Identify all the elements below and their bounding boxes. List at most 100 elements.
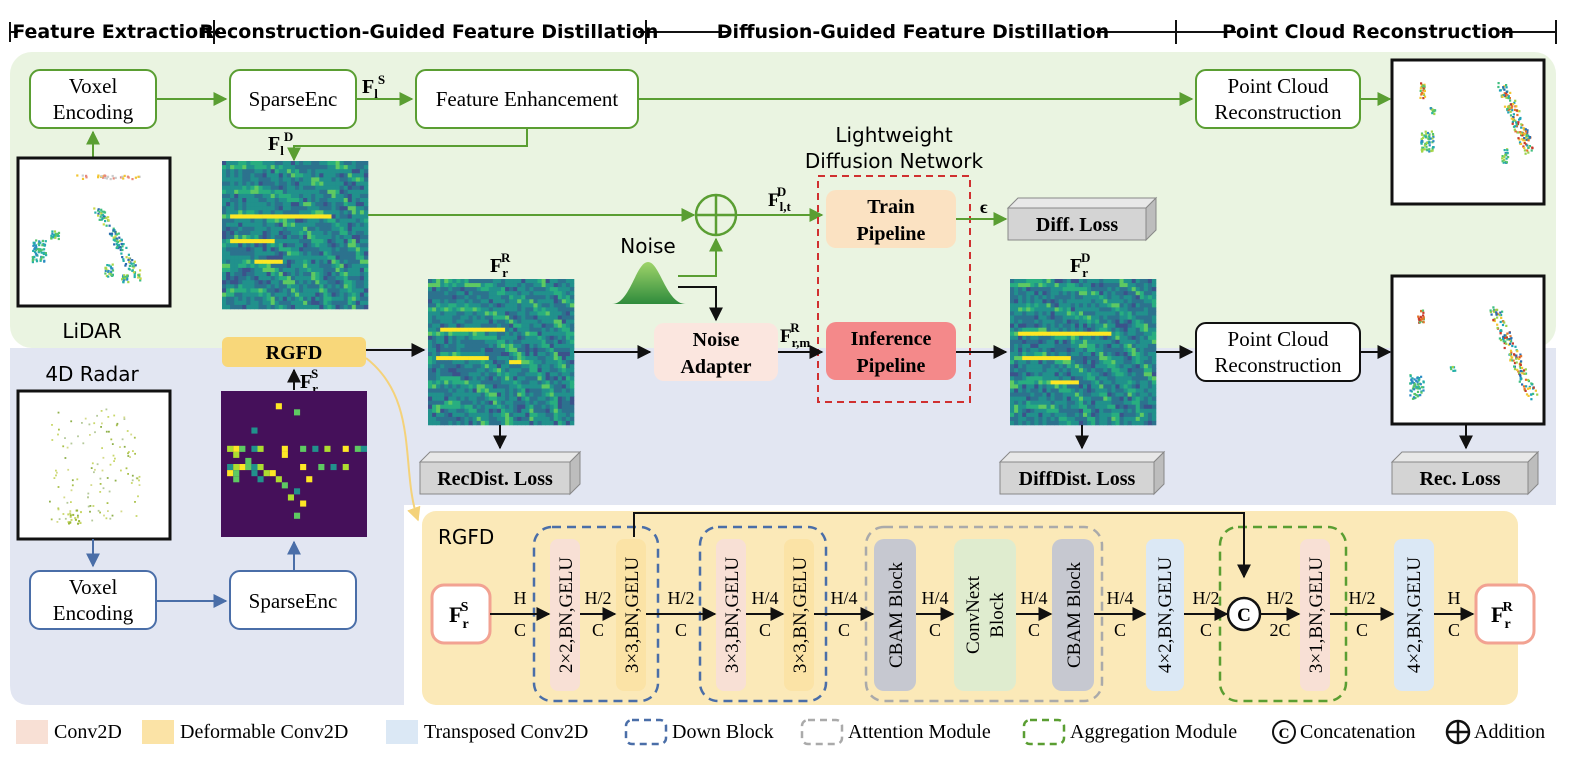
inference-pipeline-box (826, 322, 956, 380)
diff-loss-label: Diff. Loss (1036, 214, 1118, 236)
legend-label-addition: Addition (1474, 721, 1545, 743)
feature-enhancement-label: Feature Enhancement (436, 87, 619, 111)
lidar-branch-background (10, 52, 1556, 348)
rec-loss-box: Rec. Loss (1390, 450, 1540, 496)
stage-header: Feature Extraction Reconstruction-Guided… (9, 16, 1557, 46)
rgfd-block-convnext (954, 539, 1016, 691)
feature-frr-label: FrR (490, 250, 511, 280)
radar-input-pointcloud (16, 389, 172, 541)
rgfd-input-label: FrS (449, 600, 469, 632)
rgfd-connections: HCH/2CH/2CH/4CH/4CH/4CH/4CH/4CH/2CH/22CH… (490, 588, 1475, 640)
rgfd-block-label-5: CBAM Block (886, 561, 907, 668)
rgfd-dim-top-2: H/2 (585, 588, 612, 608)
rgfd-block-transposed-4x2-b (1394, 539, 1434, 691)
radar-branch-background (10, 348, 1556, 705)
rgfd-dim-top-5: H/4 (831, 588, 858, 608)
radar-pc-recon-line1: Point Cloud (1228, 327, 1329, 351)
legend-swatch-attention (800, 718, 844, 746)
rgfd-block-deform-3x3-a (616, 539, 646, 691)
lidar-pc-recon-line1: Point Cloud (1228, 74, 1329, 98)
rgfd-dim-bottom-6: C (929, 620, 941, 640)
radar-voxel-encoding-line1: Voxel (69, 575, 118, 599)
inference-pipeline-line2: Pipeline (857, 355, 926, 377)
frd-feature-map-cells (1010, 279, 1157, 426)
concatenation-symbol: C (1237, 605, 1251, 626)
legend-concatenation-icon (1272, 720, 1296, 744)
rgfd-output-label: FrR (1491, 600, 1514, 632)
rgfd-block-label-1: 2×2,BN,GELU (556, 557, 577, 674)
legend-swatch-conv2d (16, 720, 48, 744)
recdist-loss-label: RecDist. Loss (437, 468, 553, 490)
legend-swatch-transposed (386, 720, 418, 744)
rgfd-block-transposed-4x2-a (1146, 539, 1184, 691)
noise-adapter-box (654, 323, 778, 381)
radar-input-points (49, 408, 141, 525)
lidar-label: LiDAR (62, 319, 121, 343)
rgfd-block-label-3: 3×3,BN,GELU (722, 557, 743, 674)
train-pipeline-box (826, 190, 956, 248)
noise-adapter-line2: Adapter (680, 356, 751, 378)
recdist-loss-box: RecDist. Loss (418, 450, 582, 496)
legend-label-transposed: Transposed Conv2D (424, 721, 588, 743)
noise-label: Noise (620, 234, 675, 258)
frs-feature-map-cells (227, 403, 367, 519)
legend-label-attention: Attention Module (848, 721, 991, 743)
train-pipeline-line2: Pipeline (857, 223, 926, 245)
legend-label-aggregation: Aggregation Module (1070, 721, 1237, 743)
legend-swatch-down-block (624, 718, 668, 746)
rgfd-dim-bottom-11: C (1356, 620, 1368, 640)
feature-frd-label: FrD (1070, 250, 1090, 280)
rgfd-dim-bottom-10: 2C (1269, 620, 1290, 640)
rgfd-dim-top-12: H (1448, 588, 1461, 608)
lightweight-diffusion-network-frame (817, 175, 971, 403)
lidar-voxel-encoding-line1: Voxel (69, 74, 118, 98)
legend-swatch-deformable (142, 720, 174, 744)
lidar-input-pointcloud (16, 156, 172, 308)
epsilon-label: ϵ (980, 197, 988, 217)
radar-label: 4D Radar (45, 362, 139, 386)
fld-feature-map-cells (222, 161, 369, 310)
rgfd-dim-bottom-4: C (759, 620, 771, 640)
rgfd-block-label-7: CBAM Block (1064, 561, 1085, 668)
feature-frs-label: FrS (300, 366, 318, 396)
stage-label-feature-extraction: Feature Extraction (12, 21, 211, 43)
rgfd-dim-top-11: H/2 (1349, 588, 1376, 608)
train-pipeline-line1: Train (867, 196, 914, 218)
legend-swatch-aggregation (1022, 718, 1066, 746)
rgfd-dim-top-7: H/4 (1021, 588, 1048, 608)
feature-flt-label: Fl,tD (768, 184, 791, 214)
radar-recon-points (1409, 306, 1539, 401)
lidar-voxel-encoding-line2: Encoding (53, 100, 134, 124)
radar-voxel-encoding-line2: Encoding (53, 601, 134, 625)
rgfd-box (222, 337, 366, 367)
rgfd-dim-top-9: H/2 (1193, 588, 1220, 608)
frr-feature-map-cells (428, 279, 575, 426)
rgfd-block-label-8: 4×2,BN,GELU (1155, 557, 1176, 674)
rgfd-block-label-9: 3×1,BN,GELU (1306, 557, 1327, 674)
legend-label-deformable: Deformable Conv2D (180, 721, 348, 743)
rgfd-dim-bottom-9: C (1200, 620, 1212, 640)
stage-label-reconstruction-guided: Reconstruction-Guided Feature Distillati… (200, 21, 659, 43)
rgfd-panel-title: RGFD (438, 525, 494, 549)
rgfd-block-deform-3x3-b (784, 539, 814, 691)
rgfd-dim-top-8: H/4 (1107, 588, 1134, 608)
lidar-recon-points (1419, 82, 1534, 164)
diff-loss-box: Diff. Loss (1006, 196, 1158, 242)
legend-label-concatenation: Concatenation (1300, 721, 1416, 743)
rgfd-dim-top-4: H/4 (752, 588, 779, 608)
rgfd-box-label: RGFD (266, 342, 323, 364)
legend-label-down-block: Down Block (672, 721, 774, 743)
rgfd-block-conv-2x2 (550, 539, 580, 691)
legend-concatenation-symbol: C (1279, 726, 1290, 742)
rgfd-dim-bottom-8: C (1114, 620, 1126, 640)
diffdist-loss-box: DiffDist. Loss (998, 450, 1166, 496)
lightweight-label-line2: Diffusion Network (805, 149, 984, 173)
rgfd-block-cbam-2 (1052, 539, 1094, 691)
rgfd-dim-top-10: H/2 (1267, 588, 1294, 608)
lightweight-label-line1: Lightweight (835, 123, 953, 147)
rgfd-dim-bottom-2: C (592, 620, 604, 640)
rgfd-dim-bottom-3: C (675, 620, 687, 640)
rgfd-block-conv-3x3 (716, 539, 746, 691)
